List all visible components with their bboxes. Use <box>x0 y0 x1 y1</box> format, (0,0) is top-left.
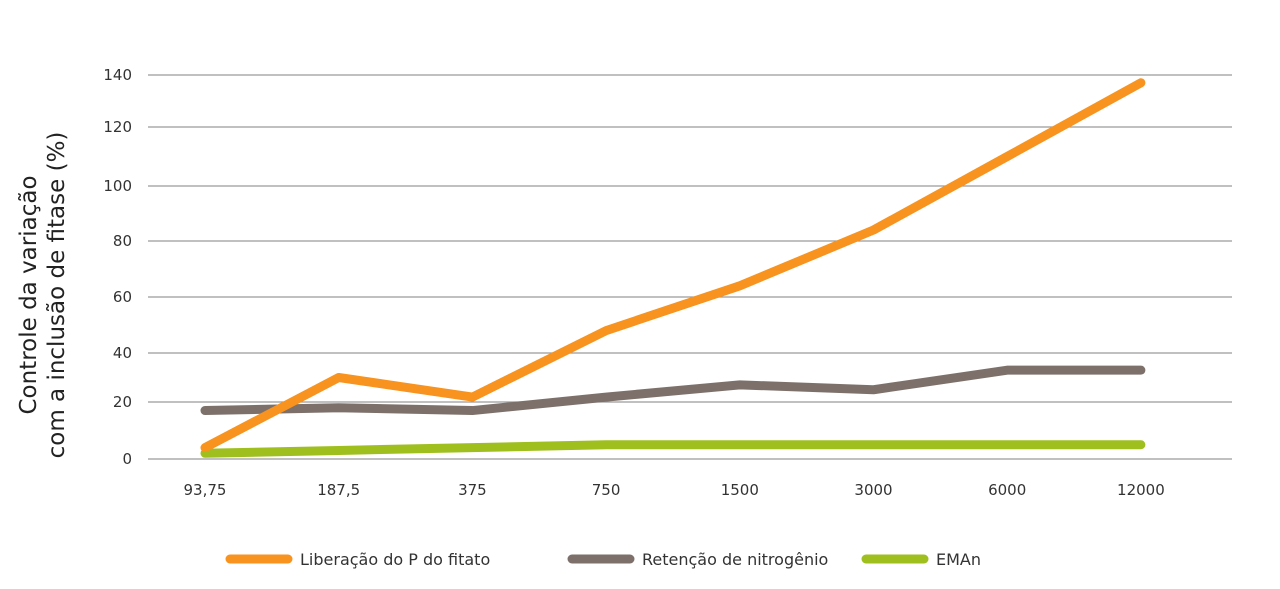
x-tick-label: 375 <box>458 481 487 499</box>
y-tick-label: 140 <box>103 66 132 84</box>
y-tick-labels: 0 20 40 60 80 100 120 140 <box>103 66 132 468</box>
y-tick-label: 0 <box>122 450 132 468</box>
y-tick-label: 60 <box>113 288 132 306</box>
gridlines <box>148 74 1232 460</box>
series-line-3 <box>200 440 1146 458</box>
x-tick-label: 1500 <box>721 481 759 499</box>
y-tick-label: 40 <box>113 344 132 362</box>
x-tick-label: 6000 <box>988 481 1026 499</box>
legend: Liberação do P do fitato Retenção de nitr… <box>225 550 981 569</box>
legend-item: Liberação do P do fitato <box>225 550 490 569</box>
x-tick-labels: 93,75 187,5 375 750 1500 3000 6000 12000 <box>184 481 1165 499</box>
series-line-1 <box>200 78 1146 453</box>
legend-label: EMAn <box>936 550 981 569</box>
x-tick-label: 93,75 <box>184 481 227 499</box>
x-tick-label: 12000 <box>1117 481 1165 499</box>
series-line-2 <box>200 365 1146 416</box>
y-tick-label: 80 <box>113 232 132 250</box>
y-axis-label-line-2: com a inclusão de fitase (%) <box>44 132 70 459</box>
legend-label: Retenção de nitrogênio <box>642 550 828 569</box>
y-axis-label: Controle da variação com a inclusão de f… <box>16 132 70 459</box>
y-tick-label: 100 <box>103 177 132 195</box>
x-tick-label: 3000 <box>854 481 892 499</box>
x-tick-label: 187,5 <box>317 481 360 499</box>
y-axis-label-line-1: Controle da variação <box>16 175 42 414</box>
series-lines <box>200 78 1146 458</box>
y-tick-label: 20 <box>113 393 132 411</box>
legend-item: Retenção de nitrogênio <box>567 550 828 569</box>
y-tick-label: 120 <box>103 118 132 136</box>
x-tick-label: 750 <box>592 481 621 499</box>
legend-label: Liberação do P do fitato <box>300 550 490 569</box>
legend-item: EMAn <box>861 550 981 569</box>
